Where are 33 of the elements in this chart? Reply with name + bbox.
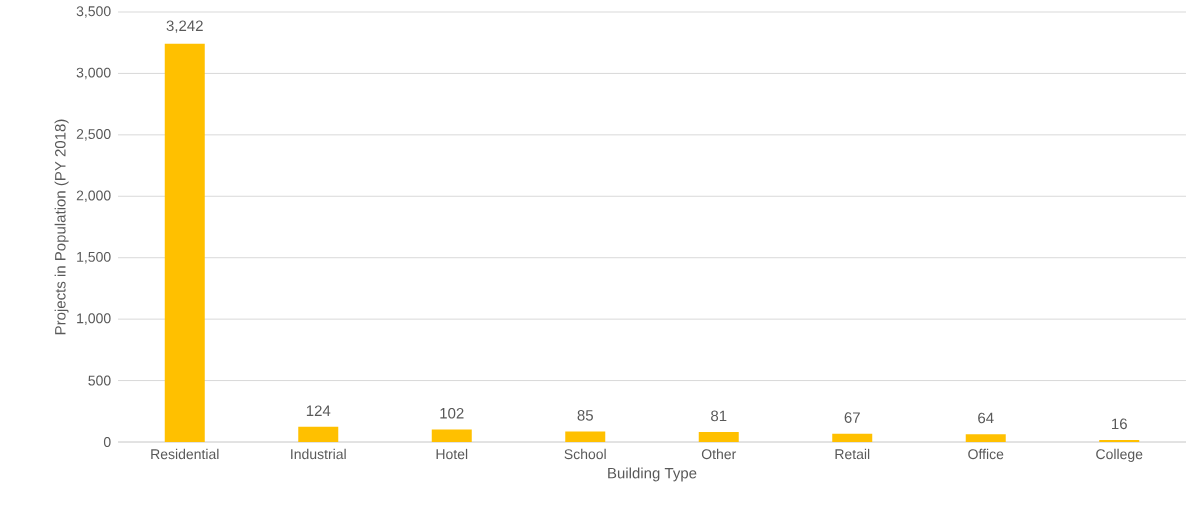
- data-label: 124: [306, 405, 331, 416]
- y-tick-label: 2,000: [76, 190, 111, 203]
- y-tick-label: 2,500: [76, 129, 111, 141]
- bar: [698, 432, 739, 442]
- x-tick-label: Other: [701, 448, 737, 460]
- x-axis-title: Building Type: [608, 467, 697, 482]
- y-tick-label: 500: [88, 375, 111, 386]
- data-label: 64: [978, 412, 994, 424]
- x-tick-label: Retail: [835, 448, 870, 460]
- bar: [431, 429, 472, 442]
- data-label: 16: [1112, 418, 1127, 430]
- x-tick-label: School: [564, 448, 606, 460]
- bar: [164, 43, 205, 442]
- y-tick-label: 1,000: [77, 313, 111, 325]
- y-axis-title: Projects in Population (PY 2018): [54, 119, 69, 335]
- data-label: 85: [577, 410, 593, 421]
- y-tick-label: 3,500: [76, 6, 111, 18]
- x-tick-label: College: [1096, 448, 1143, 462]
- x-tick-label: Office: [968, 448, 1004, 460]
- bar: [298, 426, 339, 442]
- data-label: 3,242: [166, 20, 203, 33]
- data-label: 81: [711, 410, 727, 422]
- data-label: 102: [440, 407, 464, 419]
- x-tick-label: Residential: [151, 448, 219, 460]
- x-tick-label: Hotel: [436, 448, 468, 460]
- bar: [965, 434, 1006, 442]
- y-tick-label: 3,000: [76, 67, 111, 80]
- bar: [832, 433, 873, 442]
- bar: [565, 431, 606, 442]
- data-label: 67: [844, 412, 860, 423]
- y-tick-label: 1,500: [77, 251, 111, 264]
- x-tick-label: Industrial: [291, 448, 346, 460]
- y-tick-label: 0: [103, 437, 111, 447]
